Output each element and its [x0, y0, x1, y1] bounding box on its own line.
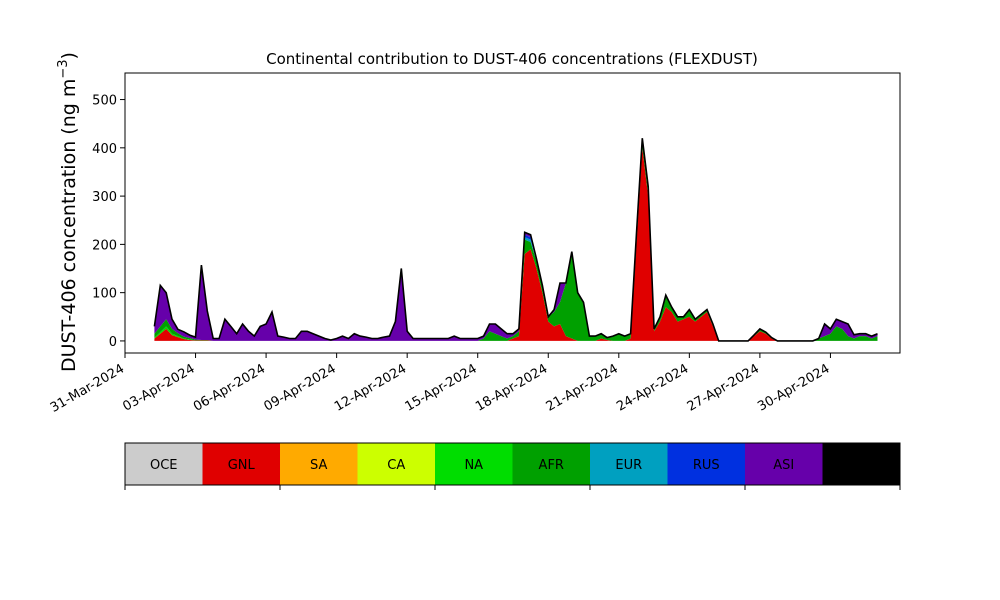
legend-label-sa: SA [310, 458, 327, 473]
legend-label-oce: OCE [150, 458, 178, 473]
legend-label-rus: RUS [693, 458, 720, 473]
area-series-eur [154, 138, 878, 341]
x-tick-label: 30-Apr-2024 [755, 361, 832, 414]
x-tick-label: 15-Apr-2024 [403, 361, 480, 414]
area-series-afr [154, 138, 878, 341]
plot-area [153, 138, 878, 342]
area-series-gnl [154, 147, 878, 341]
legend-label-aus: AUS [848, 458, 875, 473]
legend-label-afr: AFR [539, 458, 564, 473]
area-series-sa [154, 147, 878, 341]
y-tick-label: 100 [92, 287, 117, 302]
legend-colorbar: OCE GNL SA CA NA AFR EUR RUS ASI AUS [124, 442, 901, 490]
y-axis-label-sup: −3 [56, 59, 71, 78]
total-outline [153, 138, 878, 342]
plot-frame [124, 72, 901, 354]
x-tick-label: 06-Apr-2024 [191, 361, 268, 414]
y-tick-label: 300 [92, 190, 117, 205]
legend-swatch-gnl [202, 443, 281, 485]
x-tick-label: 27-Apr-2024 [685, 361, 762, 414]
area-series-aus [154, 138, 878, 341]
svg-text:DUST-406 concentration (ng m−3: DUST-406 concentration (ng m−3) [56, 52, 80, 372]
legend-swatch-na [435, 443, 513, 485]
x-tick-label: 12-Apr-2024 [332, 361, 409, 414]
y-axis-label: DUST-406 concentration (ng m−3) [56, 52, 80, 372]
legend-swatch-rus [667, 443, 746, 485]
legend-label-ca: CA [387, 458, 405, 473]
area-series-rus [154, 138, 878, 341]
legend-swatch-ca [357, 443, 436, 485]
legend-swatch-aus [822, 443, 901, 485]
y-tick-label: 500 [92, 94, 117, 109]
legend-frame [124, 442, 901, 486]
legend-swatch-afr [512, 443, 591, 485]
legend-swatch-oce [125, 443, 203, 485]
area-series-ca [154, 147, 878, 341]
legend-label-na: NA [464, 458, 483, 473]
x-tick-label: 21-Apr-2024 [544, 361, 621, 414]
x-tick-label: 09-Apr-2024 [262, 361, 339, 414]
legend-label-asi: ASI [773, 458, 794, 473]
legend-swatch-sa [280, 443, 358, 485]
legend-label-gnl: GNL [228, 458, 256, 473]
y-axis: 0 100 200 300 400 500 [92, 94, 125, 350]
chart-title: Continental contribution to DUST-406 con… [266, 50, 758, 68]
x-tick-label: 03-Apr-2024 [120, 361, 197, 414]
y-tick-label: 200 [92, 238, 117, 253]
y-tick-label: 0 [109, 335, 117, 350]
legend-swatch-eur [590, 443, 668, 485]
area-series-na [154, 147, 878, 341]
legend-label-eur: EUR [615, 458, 642, 473]
x-tick-label: 24-Apr-2024 [614, 361, 691, 414]
x-axis: 31-Mar-202403-Apr-202406-Apr-202409-Apr-… [48, 353, 832, 416]
legend-swatch-asi [745, 443, 823, 485]
area-series-asi [154, 138, 878, 341]
y-tick-label: 400 [92, 142, 117, 157]
x-tick-label: 18-Apr-2024 [473, 361, 550, 414]
